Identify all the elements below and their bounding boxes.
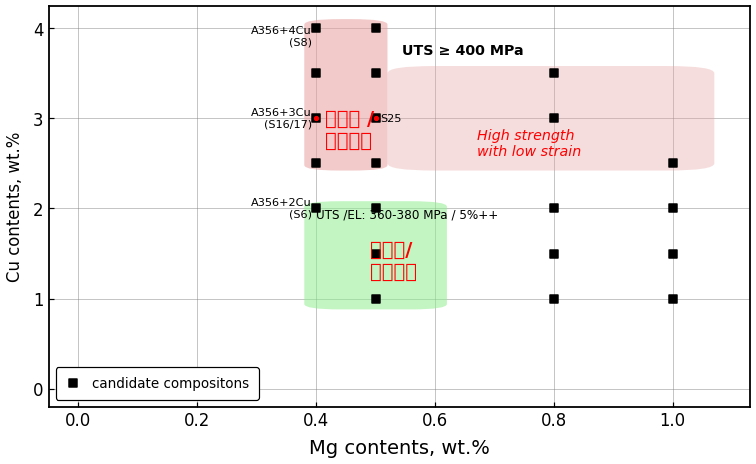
candidate compositons	[310, 160, 322, 168]
candidate compositons	[370, 115, 382, 122]
candidate compositons	[310, 70, 322, 77]
Y-axis label: Cu contents, wt.%: Cu contents, wt.%	[6, 131, 24, 282]
candidate compositons	[667, 295, 679, 303]
candidate compositons	[370, 250, 382, 258]
Text: UTS /EL: 360-380 MPa / 5%++: UTS /EL: 360-380 MPa / 5%++	[316, 208, 498, 221]
Text: S25: S25	[380, 114, 401, 123]
candidate compositons	[667, 250, 679, 258]
candidate compositons	[548, 295, 560, 303]
FancyBboxPatch shape	[388, 66, 714, 171]
candidate compositons	[667, 160, 679, 168]
candidate compositons	[310, 205, 322, 213]
Text: High strength
with low strain: High strength with low strain	[476, 129, 581, 159]
FancyBboxPatch shape	[305, 19, 388, 171]
Text: UTS ≥ 400 MPa: UTS ≥ 400 MPa	[402, 44, 524, 58]
Legend: candidate compositons: candidate compositons	[55, 367, 259, 400]
candidate compositons	[667, 205, 679, 213]
candidate compositons	[548, 115, 560, 122]
candidate compositons	[548, 205, 560, 213]
candidate compositons	[370, 70, 382, 77]
candidate compositons	[310, 115, 322, 122]
Text: A356+2Cu
(S6): A356+2Cu (S6)	[251, 198, 311, 219]
candidate compositons	[548, 70, 560, 77]
Text: A356+4Cu
(S8): A356+4Cu (S8)	[251, 26, 311, 47]
candidate compositons	[370, 205, 382, 213]
candidate compositons	[370, 295, 382, 303]
candidate compositons	[548, 250, 560, 258]
Text: 중강도/
고연신율: 중강도/ 고연신율	[370, 240, 417, 281]
X-axis label: Mg contents, wt.%: Mg contents, wt.%	[309, 439, 490, 458]
candidate compositons	[370, 25, 382, 32]
candidate compositons	[370, 160, 382, 168]
candidate compositons	[310, 25, 322, 32]
Text: A356+3Cu
(S16/17): A356+3Cu (S16/17)	[251, 108, 311, 129]
FancyBboxPatch shape	[305, 201, 447, 309]
Text: 고강도 /
고연신율: 고강도 / 고연신율	[325, 110, 374, 151]
